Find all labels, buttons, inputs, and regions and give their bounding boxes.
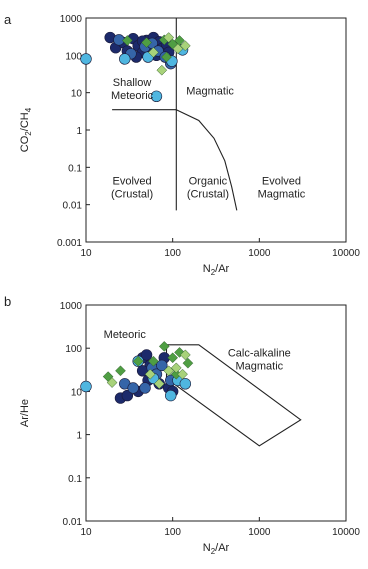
y-tick-label: 0.1 bbox=[68, 474, 82, 485]
x-tick-label: 100 bbox=[164, 527, 181, 538]
plot-frame bbox=[85, 304, 347, 522]
data-point-circle bbox=[80, 380, 92, 393]
panel-letter: b bbox=[4, 294, 11, 309]
region-label-shallow: Shallow bbox=[113, 77, 152, 89]
region-label-evolved-magmatic: Evolved bbox=[262, 175, 301, 187]
y-tick-label: 1000 bbox=[60, 14, 83, 25]
data-point-diamond bbox=[158, 341, 170, 352]
y-axis-title: CO2/CH4 bbox=[19, 107, 33, 152]
data-point-diamond bbox=[156, 64, 168, 76]
y-tick-label: 100 bbox=[65, 51, 82, 62]
data-points bbox=[80, 341, 194, 404]
data-point-circle bbox=[150, 90, 163, 102]
data-point-circle bbox=[119, 53, 131, 65]
x-tick-label: 100 bbox=[164, 248, 181, 259]
data-point-circle bbox=[165, 389, 177, 402]
y-tick-label: 0.01 bbox=[63, 201, 83, 212]
data-point-circle bbox=[121, 389, 134, 402]
panel-b: b 10 100 1000 10000 0.01 0.1 1 10 100 1000 N2/Ar Ar/… bbox=[4, 294, 360, 556]
y-tick-label: 0.001 bbox=[57, 238, 82, 249]
x-tick-label: 1000 bbox=[248, 527, 271, 538]
region-label-shallow: Meteoric bbox=[111, 90, 154, 102]
x-tick-label: 10 bbox=[80, 527, 92, 538]
region-label-magmatic: Magmatic bbox=[186, 85, 234, 97]
data-point-diamond bbox=[163, 365, 175, 377]
data-point-diamond bbox=[163, 32, 175, 43]
y-axis-title: Ar/He bbox=[19, 399, 31, 427]
data-point-diamond bbox=[144, 368, 156, 380]
y-tick-label: 0.1 bbox=[68, 163, 82, 174]
region-label-organic-crustal: Organic bbox=[189, 175, 228, 187]
data-point-circle bbox=[140, 349, 153, 361]
data-point-diamond bbox=[177, 368, 188, 380]
y-tick-label: 1 bbox=[76, 126, 82, 137]
data-point-diamond bbox=[148, 355, 159, 367]
y-tick-label: 100 bbox=[65, 344, 82, 355]
data-point-circle bbox=[80, 53, 92, 65]
x-axis-title: N2/Ar bbox=[203, 263, 230, 277]
data-point-diamond bbox=[172, 43, 184, 55]
x-tick-label: 10000 bbox=[332, 527, 360, 538]
x-tick-label: 10 bbox=[80, 248, 92, 259]
data-point-diamond bbox=[121, 35, 133, 46]
x-tick-label: 1000 bbox=[248, 248, 271, 259]
data-point-diamond bbox=[179, 349, 191, 361]
region-label-organic-crustal: (Crustal) bbox=[187, 188, 229, 200]
data-point-circle bbox=[179, 378, 192, 390]
y-tick-label: 1 bbox=[76, 431, 82, 442]
y-tick-label: 0.01 bbox=[63, 517, 83, 528]
region-label-calc-alkaline: Calc-alkaline bbox=[228, 347, 291, 359]
data-points bbox=[80, 31, 191, 102]
data-point-circle bbox=[139, 382, 151, 394]
y-tick-label: 10 bbox=[71, 387, 83, 398]
data-point-diamond bbox=[182, 357, 194, 369]
data-point-diamond bbox=[161, 51, 172, 63]
data-point-diamond bbox=[106, 377, 118, 388]
region-label-meteoric: Meteoric bbox=[104, 329, 147, 341]
boundary-line-2 bbox=[176, 109, 238, 211]
data-point-diamond bbox=[141, 37, 152, 48]
data-point-diamond bbox=[115, 365, 126, 377]
data-point-diamond bbox=[148, 47, 159, 58]
region-label-evolved-magmatic: Magmatic bbox=[258, 188, 306, 200]
data-point-diamond bbox=[167, 352, 179, 364]
x-tick-label: 10000 bbox=[332, 248, 360, 259]
panel-letter: a bbox=[4, 12, 12, 27]
data-point-diamond bbox=[153, 378, 165, 390]
region-label-evolved-crustal: Evolved bbox=[112, 175, 151, 187]
data-point-circle bbox=[156, 359, 168, 372]
y-tick-label: 10 bbox=[71, 89, 83, 100]
data-point-diamond bbox=[179, 40, 191, 52]
region-label-evolved-crustal: (Crustal) bbox=[111, 188, 153, 200]
panel-a: a 10 100 1000 10000 0.001 0.01 0.1 1 10 100 1000 N2/… bbox=[4, 12, 360, 277]
region-label-calc-alkaline: Magmatic bbox=[235, 360, 283, 372]
y-tick-label: 1000 bbox=[60, 301, 83, 312]
data-point-circle bbox=[127, 382, 139, 394]
x-axis-title: N2/Ar bbox=[203, 542, 230, 556]
data-point-diamond bbox=[170, 362, 182, 374]
data-point-diamond bbox=[132, 355, 144, 367]
